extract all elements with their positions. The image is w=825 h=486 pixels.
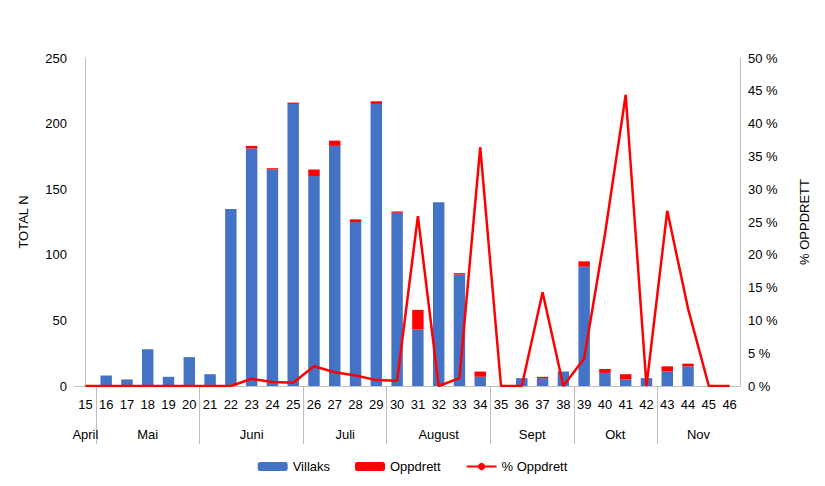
svg-text:250: 250 (45, 51, 67, 66)
svg-text:29: 29 (369, 397, 383, 412)
svg-text:Mai: Mai (137, 427, 158, 442)
svg-text:26: 26 (307, 397, 321, 412)
svg-text:35 %: 35 % (748, 149, 778, 164)
svg-text:35: 35 (494, 397, 508, 412)
svg-text:10 %: 10 % (748, 313, 778, 328)
svg-text:19: 19 (161, 397, 175, 412)
svg-text:0: 0 (60, 379, 67, 394)
svg-text:20 %: 20 % (748, 247, 778, 262)
svg-text:21: 21 (203, 397, 217, 412)
svg-text:25 %: 25 % (748, 215, 778, 230)
svg-text:39: 39 (577, 397, 591, 412)
svg-text:40: 40 (598, 397, 612, 412)
svg-text:5 %: 5 % (748, 346, 771, 361)
svg-text:100: 100 (45, 247, 67, 262)
svg-text:32: 32 (431, 397, 445, 412)
svg-text:150: 150 (45, 182, 67, 197)
svg-text:28: 28 (348, 397, 362, 412)
svg-text:Okt: Okt (605, 427, 626, 442)
svg-text:45 %: 45 % (748, 83, 778, 98)
svg-text:20: 20 (182, 397, 196, 412)
svg-text:30 %: 30 % (748, 182, 778, 197)
svg-text:Juli: Juli (335, 427, 355, 442)
svg-text:41: 41 (618, 397, 632, 412)
svg-text:34: 34 (473, 397, 487, 412)
svg-text:% OPPDRETT: % OPPDRETT (797, 179, 812, 265)
svg-text:August: August (418, 427, 459, 442)
svg-text:30: 30 (390, 397, 404, 412)
svg-text:33: 33 (452, 397, 466, 412)
svg-text:15: 15 (78, 397, 92, 412)
svg-text:45: 45 (702, 397, 716, 412)
svg-text:50: 50 (53, 313, 67, 328)
svg-text:23: 23 (244, 397, 258, 412)
svg-text:27: 27 (328, 397, 342, 412)
svg-text:April: April (72, 427, 98, 442)
svg-text:38: 38 (556, 397, 570, 412)
svg-text:24: 24 (265, 397, 279, 412)
svg-text:37: 37 (535, 397, 549, 412)
svg-text:36: 36 (515, 397, 529, 412)
svg-text:17: 17 (120, 397, 134, 412)
svg-text:Juni: Juni (240, 427, 264, 442)
svg-text:200: 200 (45, 116, 67, 131)
svg-text:18: 18 (141, 397, 155, 412)
svg-text:44: 44 (681, 397, 695, 412)
svg-text:22: 22 (224, 397, 238, 412)
svg-text:42: 42 (639, 397, 653, 412)
svg-text:Nov: Nov (687, 427, 711, 442)
svg-text:TOTAL N: TOTAL N (16, 195, 31, 248)
svg-text:43: 43 (660, 397, 674, 412)
svg-text:% Oppdrett: % Oppdrett (502, 459, 568, 474)
svg-text:Villaks: Villaks (293, 459, 331, 474)
svg-text:46: 46 (722, 397, 736, 412)
svg-text:25: 25 (286, 397, 300, 412)
svg-text:0 %: 0 % (748, 379, 771, 394)
svg-text:Oppdrett: Oppdrett (390, 459, 441, 474)
svg-text:16: 16 (99, 397, 113, 412)
svg-text:15 %: 15 % (748, 280, 778, 295)
svg-text:31: 31 (411, 397, 425, 412)
svg-text:50 %: 50 % (748, 51, 778, 66)
svg-text:40 %: 40 % (748, 116, 778, 131)
svg-text:Sept: Sept (519, 427, 546, 442)
